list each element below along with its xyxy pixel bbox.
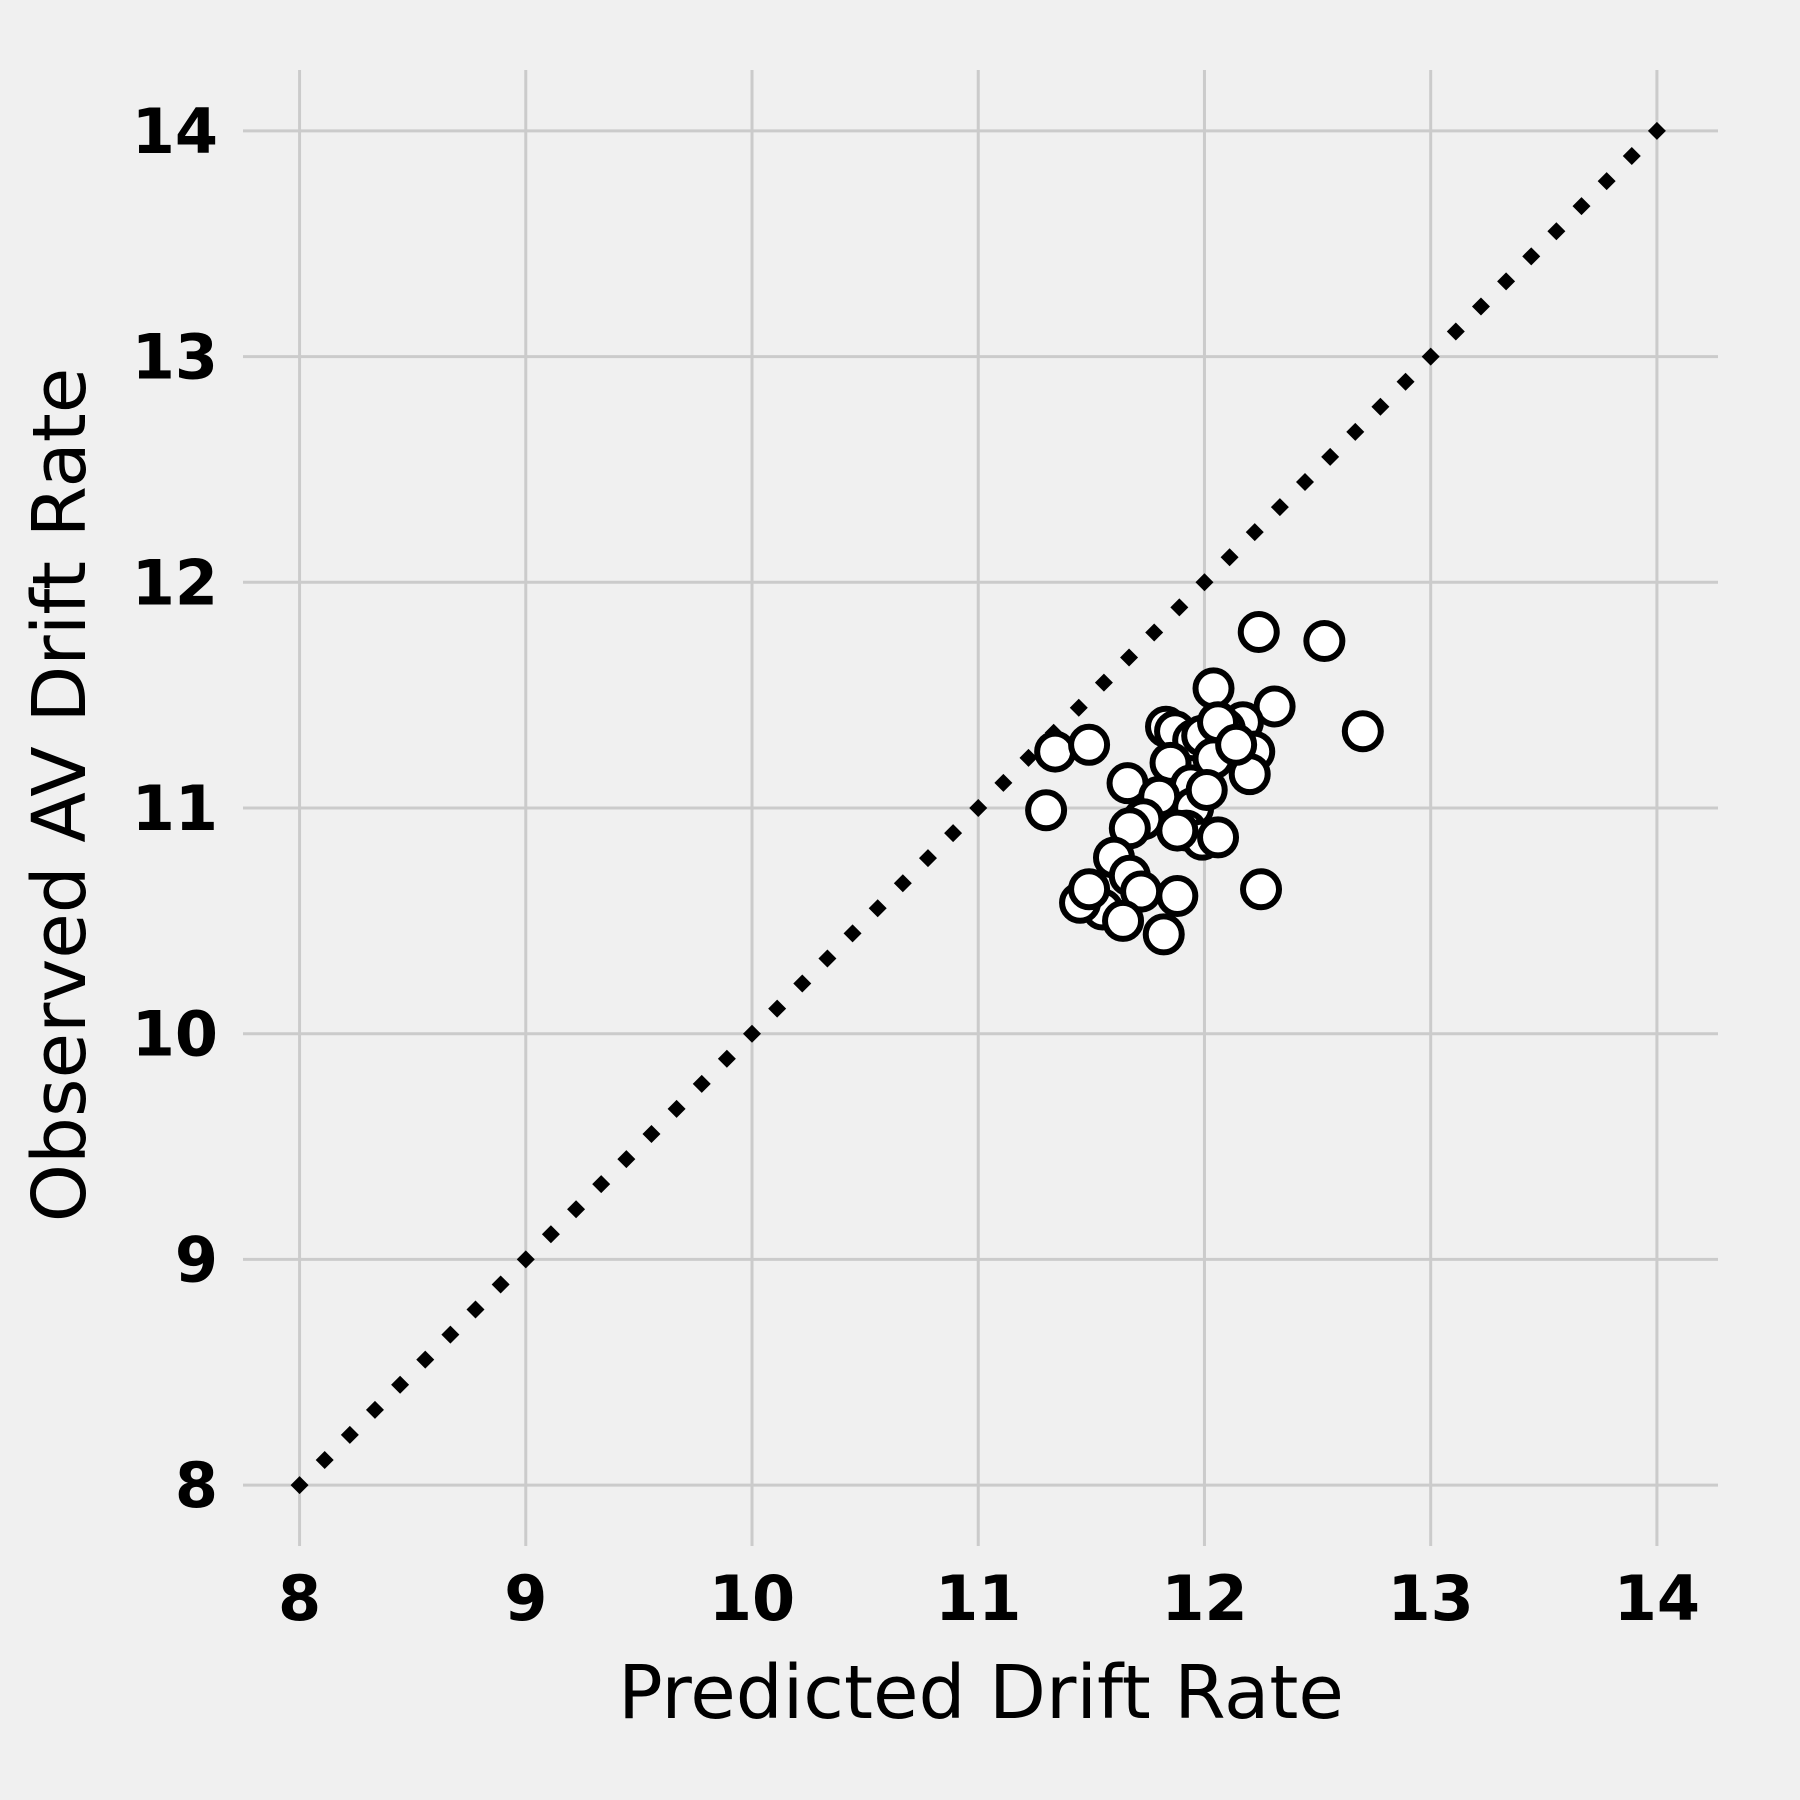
y-tick-label: 13 xyxy=(132,321,218,394)
reference-line-dot xyxy=(818,949,837,968)
data-points xyxy=(1025,610,1384,956)
reference-line-dot xyxy=(692,1074,711,1093)
reference-line-dot xyxy=(466,1300,485,1319)
reference-line-dot xyxy=(1421,347,1440,366)
x-tick-label: 8 xyxy=(278,1562,321,1635)
reference-line-dot xyxy=(843,924,862,943)
y-tick-label: 12 xyxy=(132,546,218,619)
scatter-point xyxy=(1237,610,1280,653)
reference-line-dot xyxy=(944,824,963,843)
reference-line-dot xyxy=(391,1375,410,1394)
reference-line-dot xyxy=(290,1476,309,1495)
scatter-point xyxy=(1156,875,1199,918)
reference-line xyxy=(290,121,1666,1495)
reference-line-dot xyxy=(1170,598,1189,617)
reference-line-dot xyxy=(994,773,1013,792)
y-tick-label: 14 xyxy=(132,95,218,168)
reference-line-dot xyxy=(1446,322,1465,341)
reference-line-dot xyxy=(793,974,812,993)
reference-line-dot xyxy=(365,1400,384,1419)
reference-line-dot xyxy=(768,999,787,1018)
reference-line-dot xyxy=(1069,698,1088,717)
reference-line-dot xyxy=(1094,673,1113,692)
reference-line-dot xyxy=(1296,473,1315,492)
reference-line-dot xyxy=(717,1049,736,1068)
reference-line-dot xyxy=(541,1225,560,1244)
y-axis-label: Observed AV Drift Rate xyxy=(17,368,103,1223)
x-tick-label: 14 xyxy=(1614,1562,1700,1635)
reference-line-dot xyxy=(416,1350,435,1369)
reference-line-dot xyxy=(1522,247,1541,266)
reference-line-dot xyxy=(1145,623,1164,642)
scatter-point xyxy=(1025,789,1068,832)
scatter-point xyxy=(1303,619,1346,662)
x-tick-label: 9 xyxy=(504,1562,547,1635)
y-tick-label: 9 xyxy=(175,1223,218,1296)
reference-line-dot xyxy=(1396,372,1415,391)
reference-line-dot xyxy=(441,1325,460,1344)
reference-line-dot xyxy=(1647,121,1666,140)
reference-line-dot xyxy=(868,899,887,918)
x-tick-label: 13 xyxy=(1388,1562,1474,1635)
reference-line-dot xyxy=(1220,548,1239,567)
scatter-point xyxy=(1240,868,1283,911)
scatter-point xyxy=(1192,667,1235,710)
reference-line-dot xyxy=(1245,523,1264,542)
reference-line-dot xyxy=(918,849,937,868)
reference-line-dot xyxy=(1321,447,1340,466)
reference-line-dot xyxy=(1572,197,1591,216)
scatter-point xyxy=(1142,913,1185,956)
reference-line-dot xyxy=(1622,147,1641,166)
reference-line-dot xyxy=(315,1450,334,1469)
reference-line-dot xyxy=(340,1425,359,1444)
scatter-point xyxy=(1068,723,1111,766)
scatter-point xyxy=(1215,723,1258,766)
scatter-point xyxy=(1197,816,1240,859)
x-tick-label: 10 xyxy=(709,1562,795,1635)
reference-line-dot xyxy=(1270,498,1289,517)
reference-line-dot xyxy=(667,1099,686,1118)
reference-line-dot xyxy=(1497,272,1516,291)
reference-line-dot xyxy=(617,1150,636,1169)
reference-line-dot xyxy=(567,1200,586,1219)
reference-line-dot xyxy=(516,1250,535,1269)
scatter-point xyxy=(1185,768,1228,811)
reference-line-dot xyxy=(1371,397,1390,416)
x-axis-label: Predicted Drift Rate xyxy=(618,1650,1344,1736)
reference-line-dot xyxy=(1597,172,1616,191)
scatter-point xyxy=(1341,710,1384,753)
scatter-point xyxy=(1068,868,1111,911)
scatter-point xyxy=(1034,730,1077,773)
reference-line-dot xyxy=(893,874,912,893)
x-tick-label: 12 xyxy=(1161,1562,1247,1635)
reference-line-dot xyxy=(592,1175,611,1194)
reference-line-dot xyxy=(1019,748,1038,767)
reference-line-dot xyxy=(491,1275,510,1294)
reference-line-dot xyxy=(743,1024,762,1043)
reference-line-dot xyxy=(969,799,988,817)
scatter-point xyxy=(1156,809,1199,852)
reference-line-dot xyxy=(1547,222,1566,241)
x-tick-labels: 8 9 10 11 12 13 14 xyxy=(278,1562,1700,1635)
y-tick-label: 8 xyxy=(175,1449,218,1522)
y-tick-labels: 8 9 10 11 12 13 14 xyxy=(132,95,218,1522)
reference-line-dot xyxy=(1195,573,1214,592)
x-tick-label: 11 xyxy=(935,1562,1021,1635)
scatter-point xyxy=(1102,899,1145,942)
reference-line-dot xyxy=(1471,297,1490,316)
reference-line-dot xyxy=(642,1124,661,1143)
y-tick-label: 11 xyxy=(132,772,218,845)
reference-line-dot xyxy=(1346,422,1365,441)
reference-line-dot xyxy=(1120,648,1139,667)
y-tick-label: 10 xyxy=(132,998,218,1071)
